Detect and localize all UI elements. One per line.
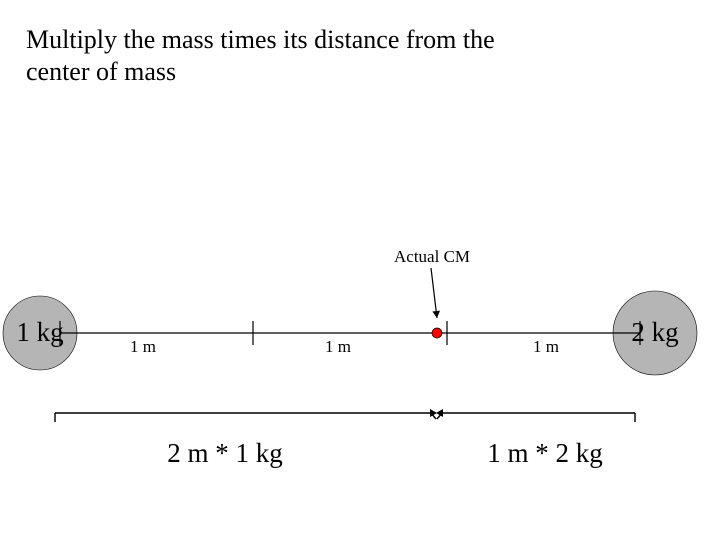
title-line-1: Multiply the mass times its distance fro… <box>26 25 495 54</box>
moment-label-left: 2 m * 1 kg <box>167 438 283 468</box>
segment-label-1: 1 m <box>325 337 351 356</box>
segment-label-2: 1 m <box>533 337 559 356</box>
diagram-canvas: Multiply the mass times its distance fro… <box>0 0 720 540</box>
cm-dot <box>432 328 442 338</box>
mass-label-left: 1 kg <box>16 317 63 347</box>
segment-label-0: 1 m <box>130 337 156 356</box>
title-line-2: center of mass <box>26 57 176 86</box>
moment-label-right: 1 m * 2 kg <box>487 438 603 468</box>
mass-label-right: 2 kg <box>631 317 678 347</box>
cm-label: Actual CM <box>394 247 470 266</box>
